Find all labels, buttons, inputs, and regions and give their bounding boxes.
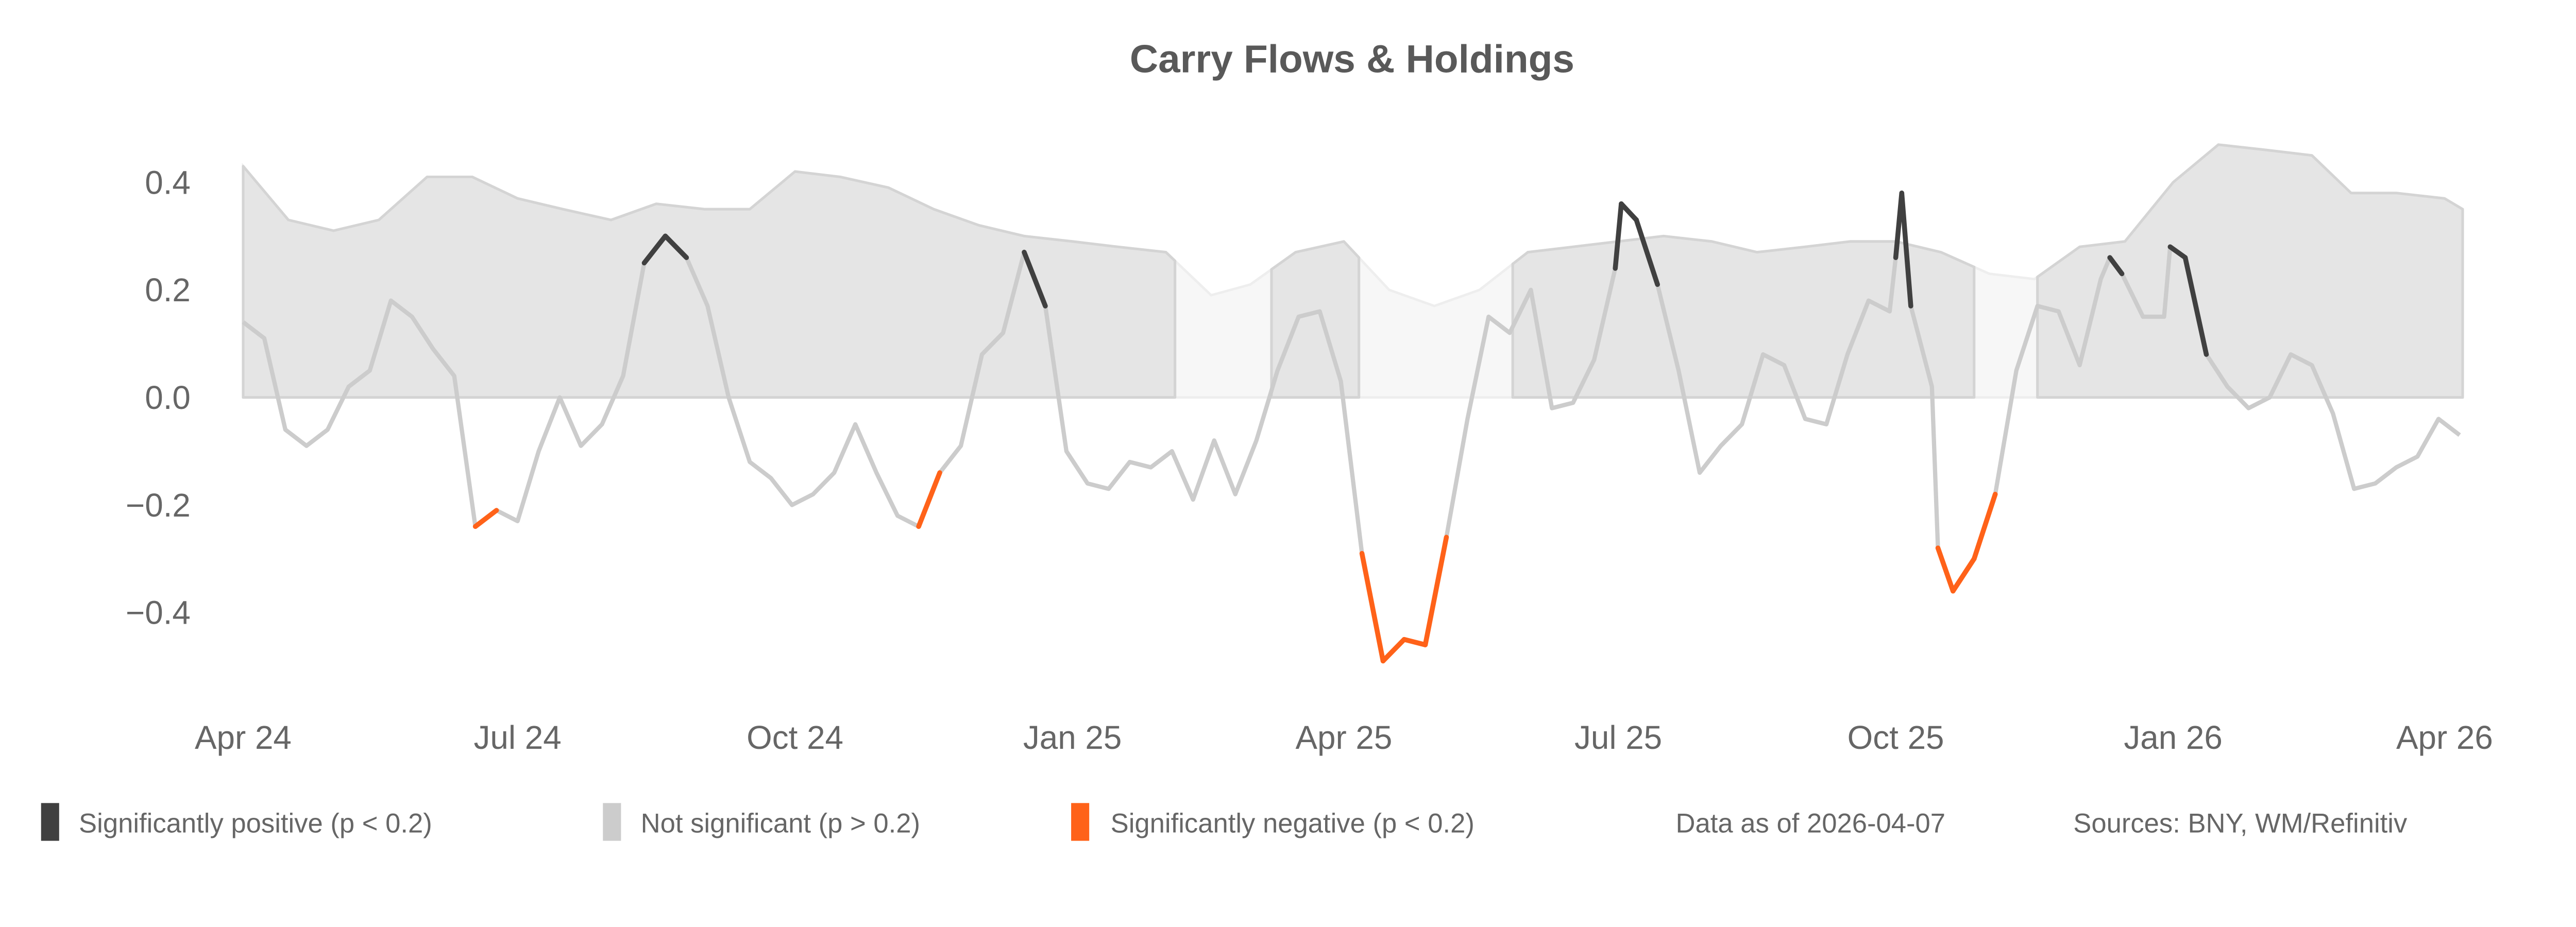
y-axis: 0.4 0.2 0.0 −0.2 −0.4 [126, 164, 191, 631]
legend-swatch-positive [41, 803, 59, 841]
x-tick-label: Oct 25 [1848, 719, 1944, 756]
sources-note: Sources: BNY, WM/Refinitiv [2073, 809, 2408, 839]
x-tick-label: Apr 25 [1295, 719, 1392, 756]
x-tick-label: Apr 24 [195, 719, 292, 756]
holdings-highlighted-period-3 [2036, 143, 2464, 399]
flows-segment-significantly-negative [472, 508, 499, 529]
flows-segment-significantly-negative [1951, 556, 1977, 594]
y-tick-label: 0.2 [145, 271, 191, 308]
flows-segment-significantly-positive [1022, 249, 1048, 308]
flows-segment-significantly-negative [916, 470, 942, 529]
flows-segment-significantly-negative [1380, 637, 1407, 664]
x-tick-label: Jul 24 [474, 719, 562, 756]
flows-segment-significantly-positive [1899, 191, 1913, 308]
legend: Significantly positive (p < 0.2) Not sig… [41, 803, 2408, 841]
x-tick-label: Jan 25 [1023, 719, 1122, 756]
y-tick-label: 0.4 [145, 164, 191, 201]
flows-segment-significantly-positive [2107, 255, 2125, 277]
carry-flows-chart: Carry Flows & Holdings 0.4 0.2 0.0 −0.2 −0.4… [41, 37, 2493, 841]
data-as-of-note: Data as of 2026-04-07 [1676, 809, 1946, 839]
flows-segment-significantly-negative [1359, 551, 1386, 664]
legend-label-not-significant: Not significant (p > 0.2) [641, 809, 920, 839]
y-tick-label: 0.0 [145, 379, 191, 416]
x-tick-label: Apr 26 [2396, 719, 2493, 756]
flows-segment-significantly-positive [2182, 255, 2209, 357]
chart-title: Carry Flows & Holdings [1130, 37, 1574, 81]
holdings-highlighted-period-1 [1270, 240, 1361, 399]
flows-segment-significantly-positive [1613, 201, 1624, 271]
flows-segment-significantly-positive [1619, 201, 1639, 222]
flows-segment-significantly-negative [1935, 545, 1956, 594]
legend-swatch-negative [1071, 803, 1090, 841]
flows-segment-significantly-positive [663, 233, 689, 260]
x-tick-label: Jul 25 [1574, 719, 1662, 756]
holdings-highlighted-period-2 [1511, 234, 1976, 399]
holdings-highlighted-period-0 [242, 165, 1177, 399]
flows-segment-significantly-positive [1634, 217, 1660, 287]
x-tick-label: Oct 24 [747, 719, 843, 756]
flows-line [242, 191, 2461, 664]
x-tick-label: Jan 26 [2124, 719, 2222, 756]
legend-label-positive: Significantly positive (p < 0.2) [79, 809, 432, 839]
holdings-area [242, 143, 2464, 399]
legend-swatch-not-significant [603, 803, 621, 841]
y-tick-label: −0.4 [126, 594, 191, 631]
flows-segment-significantly-negative [1422, 535, 1449, 647]
flows-segment-significantly-positive [2167, 244, 2188, 260]
legend-label-negative: Significantly negative (p < 0.2) [1111, 809, 1475, 839]
flows-segment-significantly-negative [1401, 637, 1428, 647]
flows-segment-significantly-positive [641, 233, 668, 266]
y-tick-label: −0.2 [126, 487, 191, 524]
x-axis: Apr 24 Jul 24 Oct 24 Jan 25 Apr 25 Jul 25 Oct … [195, 719, 2493, 756]
flows-segment-significantly-negative [1971, 491, 1998, 561]
